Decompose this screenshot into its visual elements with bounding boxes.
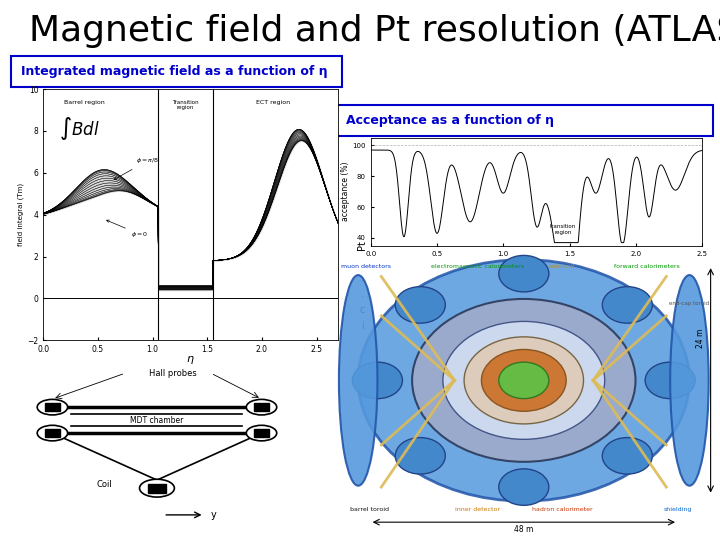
Bar: [254, 403, 269, 411]
Text: i: i: [361, 321, 364, 332]
Circle shape: [412, 299, 636, 462]
Text: muon detectors: muon detectors: [341, 264, 391, 269]
Circle shape: [499, 362, 549, 399]
Text: Hall probes: Hall probes: [149, 369, 197, 378]
Circle shape: [140, 480, 174, 497]
Text: inner detector: inner detector: [455, 507, 500, 512]
Text: hadron calorimeter: hadron calorimeter: [532, 507, 593, 512]
Circle shape: [602, 437, 652, 474]
FancyBboxPatch shape: [331, 105, 713, 136]
Text: c: c: [359, 305, 365, 315]
Circle shape: [246, 400, 276, 415]
Text: $\phi=\pi/8$: $\phi=\pi/8$: [114, 157, 159, 179]
Text: Coil: Coil: [97, 481, 112, 489]
Text: 48 m: 48 m: [514, 525, 534, 534]
Circle shape: [37, 426, 68, 441]
Text: solenoid: solenoid: [549, 264, 575, 269]
Circle shape: [37, 400, 68, 415]
Circle shape: [246, 426, 276, 441]
Text: Magnetic field and Pt resolution (ATLAS): Magnetic field and Pt resolution (ATLAS): [29, 14, 720, 48]
Text: Integrated magnetic field as a function of η: Integrated magnetic field as a function …: [21, 65, 328, 78]
Circle shape: [499, 469, 549, 505]
Circle shape: [645, 362, 696, 399]
Ellipse shape: [339, 275, 377, 485]
Text: forward calorimeters: forward calorimeters: [614, 264, 680, 269]
Text: y: y: [211, 510, 217, 520]
Text: .: .: [361, 289, 364, 299]
Text: .: .: [361, 273, 364, 283]
Text: 24 m: 24 m: [696, 328, 705, 348]
Text: Transition
region: Transition region: [172, 99, 199, 110]
Text: Pt: Pt: [357, 240, 367, 251]
Text: MDT chamber: MDT chamber: [130, 416, 184, 424]
Text: $\phi=0$: $\phi=0$: [107, 220, 148, 239]
Circle shape: [352, 362, 402, 399]
Ellipse shape: [670, 275, 708, 485]
Bar: [254, 429, 269, 437]
Text: end-cap toroid: end-cap toroid: [669, 301, 708, 306]
Circle shape: [395, 437, 446, 474]
Text: Barrel region: Barrel region: [64, 99, 105, 105]
Circle shape: [395, 287, 446, 323]
Text: Acceptance as a function of η: Acceptance as a function of η: [346, 114, 554, 127]
Circle shape: [602, 287, 652, 323]
Text: electromagnetic calorimeters: electromagnetic calorimeters: [431, 264, 524, 269]
Text: ECT region: ECT region: [256, 99, 290, 105]
Y-axis label: field integral (Tm): field integral (Tm): [18, 183, 24, 246]
Bar: [45, 429, 60, 437]
Y-axis label: acceptance (%): acceptance (%): [341, 162, 350, 221]
Circle shape: [464, 337, 583, 424]
Bar: [148, 484, 166, 492]
Text: barrel toroid: barrel toroid: [350, 507, 390, 512]
Circle shape: [443, 321, 605, 440]
Text: $\int Bdl$: $\int Bdl$: [58, 115, 99, 142]
Text: transition
region: transition region: [550, 224, 576, 235]
Circle shape: [482, 349, 566, 411]
Circle shape: [499, 255, 549, 292]
Bar: [45, 403, 60, 411]
Text: shielding: shielding: [664, 507, 692, 512]
FancyBboxPatch shape: [11, 56, 342, 87]
Circle shape: [358, 260, 690, 501]
X-axis label: $\eta$: $\eta$: [186, 354, 195, 366]
